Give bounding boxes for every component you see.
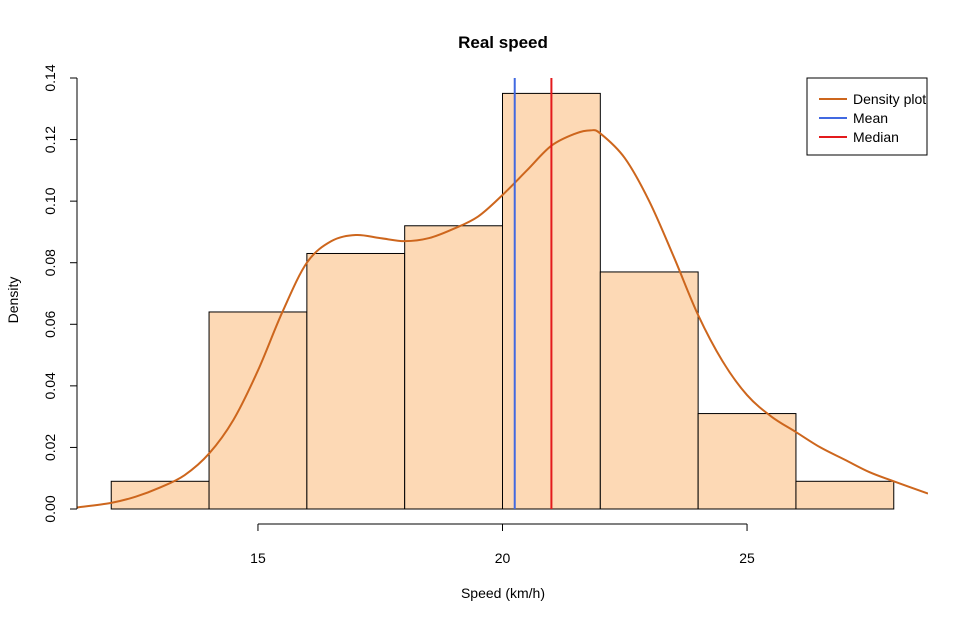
y-tick-label: 0.00 [42,495,58,522]
y-tick-label: 0.08 [42,249,58,276]
y-tick-label: 0.04 [42,372,58,399]
histogram-bar [795,480,895,510]
y-tick-label: 0.14 [42,64,58,91]
y-tick-label: 0.12 [42,126,58,153]
legend-box [806,77,928,156]
legend: Density plot Mean Median [806,77,928,156]
histogram-bars [110,92,895,510]
x-tick-label: 15 [250,550,266,566]
x-axis: 15 20 25 [250,523,755,566]
reference-lines [513,78,553,509]
chart-title: Real speed [458,33,548,52]
histogram-bar [599,271,699,510]
histogram-bar [110,480,210,510]
legend-median-label: Median [853,129,899,145]
y-tick-label: 0.06 [42,310,58,337]
y-axis-label: Density [5,277,21,324]
histogram-bar [404,225,503,510]
y-tick-label: 0.10 [42,187,58,214]
x-axis-label: Speed (km/h) [461,585,545,601]
x-tick-label: 20 [495,550,511,566]
y-axis: 0.00 0.02 0.04 0.06 0.08 0.10 0.12 0.14 [42,64,78,523]
legend-density-label: Density plot [853,91,926,107]
histogram-bar [697,413,797,510]
histogram-bar [306,252,406,510]
histogram-bar [208,311,308,510]
legend-mean-label: Mean [853,110,888,126]
x-tick-label: 25 [739,550,755,566]
y-tick-label: 0.02 [42,434,58,461]
